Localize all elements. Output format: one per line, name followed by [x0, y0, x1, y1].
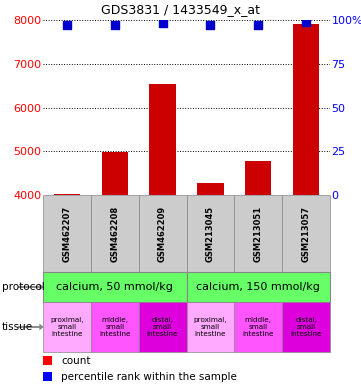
Text: GSM462207: GSM462207	[62, 205, 71, 262]
FancyBboxPatch shape	[43, 302, 91, 352]
Point	[303, 19, 309, 25]
Bar	[197, 183, 223, 195]
Text: middle,
small
intestine: middle, small intestine	[99, 317, 130, 337]
FancyBboxPatch shape	[187, 195, 234, 272]
Bar	[101, 152, 128, 195]
Point	[64, 22, 70, 28]
Bar	[293, 24, 319, 195]
Text: GDS3831 / 1433549_x_at: GDS3831 / 1433549_x_at	[101, 3, 260, 16]
FancyBboxPatch shape	[234, 195, 282, 272]
FancyBboxPatch shape	[91, 195, 139, 272]
Text: middle,
small
intestine: middle, small intestine	[243, 317, 274, 337]
Text: distal,
small
intestine: distal, small intestine	[290, 317, 322, 337]
Text: proximal,
small
intestine: proximal, small intestine	[193, 317, 227, 337]
Text: GSM462208: GSM462208	[110, 205, 119, 262]
FancyBboxPatch shape	[282, 195, 330, 272]
Text: GSM213045: GSM213045	[206, 205, 215, 262]
FancyBboxPatch shape	[187, 302, 234, 352]
Point	[255, 22, 261, 28]
Text: GSM462209: GSM462209	[158, 205, 167, 262]
Text: GSM213057: GSM213057	[301, 205, 310, 262]
Bar	[54, 194, 80, 195]
Point	[208, 22, 213, 28]
Bar	[43, 356, 52, 366]
Bar	[149, 84, 176, 195]
Text: calcium, 150 mmol/kg: calcium, 150 mmol/kg	[196, 282, 320, 292]
FancyBboxPatch shape	[234, 302, 282, 352]
Bar	[245, 161, 271, 195]
FancyBboxPatch shape	[187, 272, 330, 302]
Text: GSM213051: GSM213051	[254, 205, 263, 262]
FancyBboxPatch shape	[43, 195, 91, 272]
Text: tissue: tissue	[2, 322, 33, 332]
Text: proximal,
small
intestine: proximal, small intestine	[50, 317, 84, 337]
FancyBboxPatch shape	[139, 195, 187, 272]
Text: protocol: protocol	[2, 282, 44, 292]
Point	[112, 22, 118, 28]
Bar	[43, 372, 52, 381]
FancyBboxPatch shape	[139, 302, 187, 352]
Text: calcium, 50 mmol/kg: calcium, 50 mmol/kg	[56, 282, 173, 292]
FancyBboxPatch shape	[282, 302, 330, 352]
Text: percentile rank within the sample: percentile rank within the sample	[61, 372, 237, 382]
FancyBboxPatch shape	[43, 272, 187, 302]
Point	[160, 20, 165, 26]
FancyBboxPatch shape	[91, 302, 139, 352]
Text: count: count	[61, 356, 91, 366]
Text: distal,
small
intestine: distal, small intestine	[147, 317, 178, 337]
